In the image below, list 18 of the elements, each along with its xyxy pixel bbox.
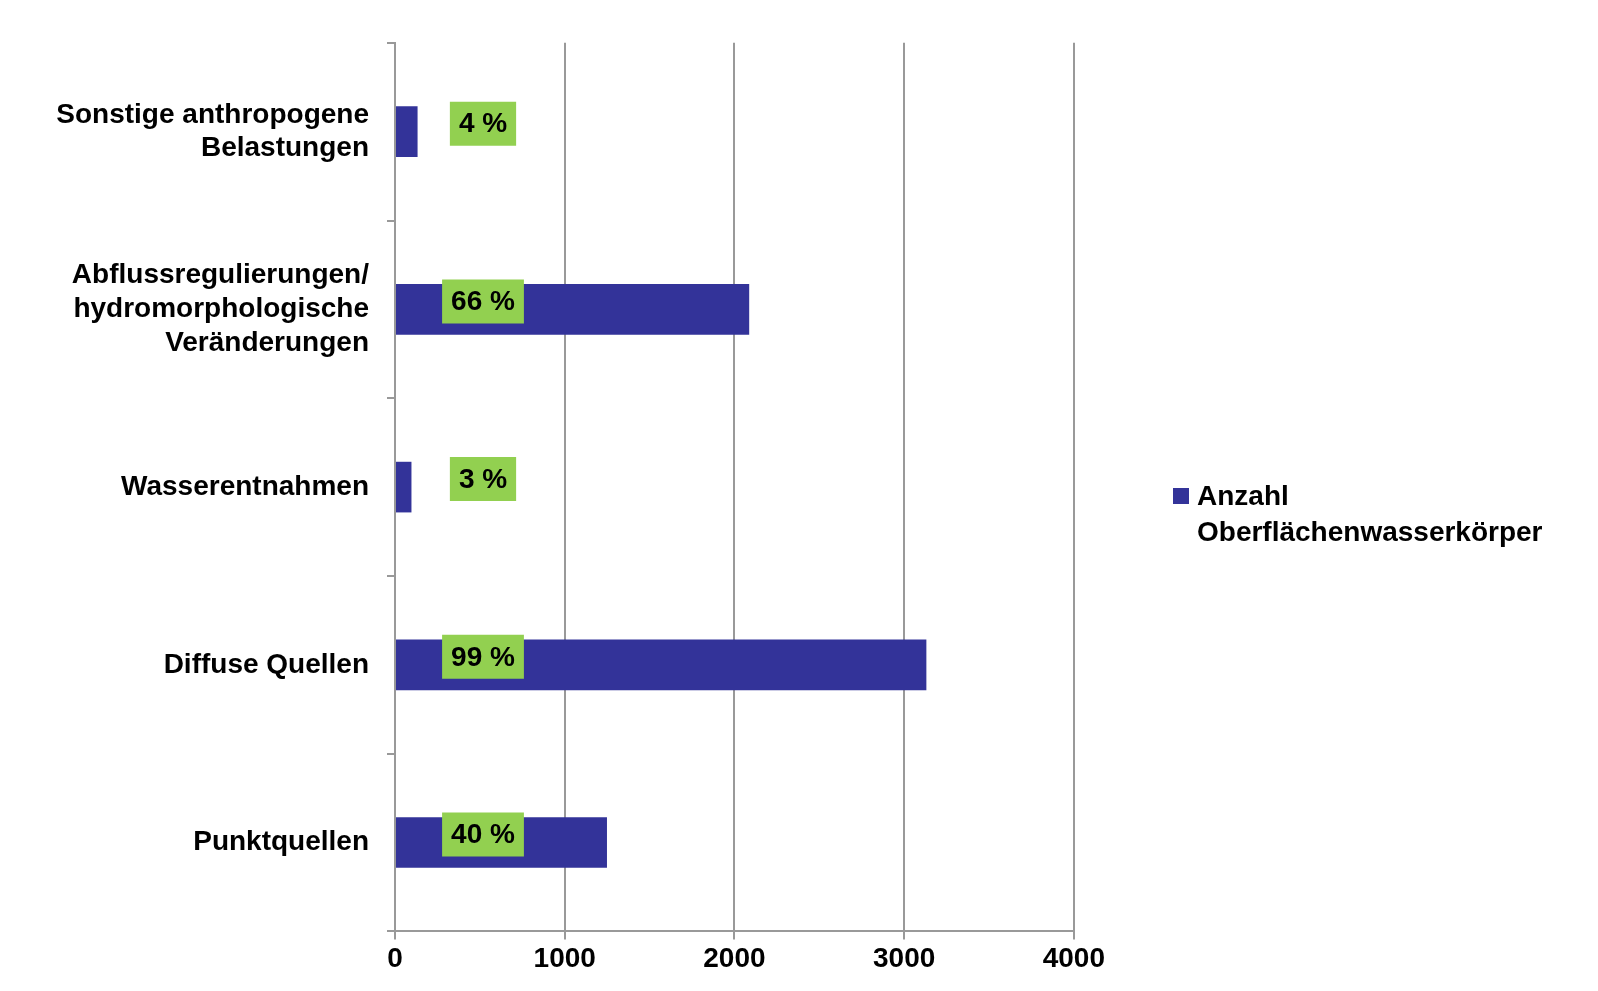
- x-tick-label: 2000: [703, 941, 766, 973]
- x-tick-label: 3000: [872, 941, 936, 973]
- y-tick-label: Wasserentnahmen: [121, 469, 369, 501]
- y-tick-label: Abflussregulierungen/ hydromorphologische Veränderungen: [71, 258, 370, 357]
- y-tick-label: Diffuse Quellen: [163, 647, 369, 679]
- x-tick-label: 1000: [533, 941, 596, 973]
- bar: [396, 461, 412, 513]
- x-tick-label: 0: [387, 941, 403, 973]
- bar: [396, 106, 418, 157]
- annotation: 66 %: [451, 285, 516, 317]
- y-tick-label: Sonstige anthropogene Belastungen: [56, 97, 369, 163]
- annotation: 40 %: [451, 818, 516, 850]
- annotation: 4 %: [458, 107, 508, 139]
- y-tick-label: Punktquellen: [193, 825, 369, 857]
- annotation: 99 %: [451, 640, 516, 672]
- annotation: 3 %: [458, 462, 508, 494]
- x-tick-label: 4000: [1042, 941, 1105, 973]
- legend-label: Anzahl Oberflächenwasserkörper: [1197, 479, 1544, 549]
